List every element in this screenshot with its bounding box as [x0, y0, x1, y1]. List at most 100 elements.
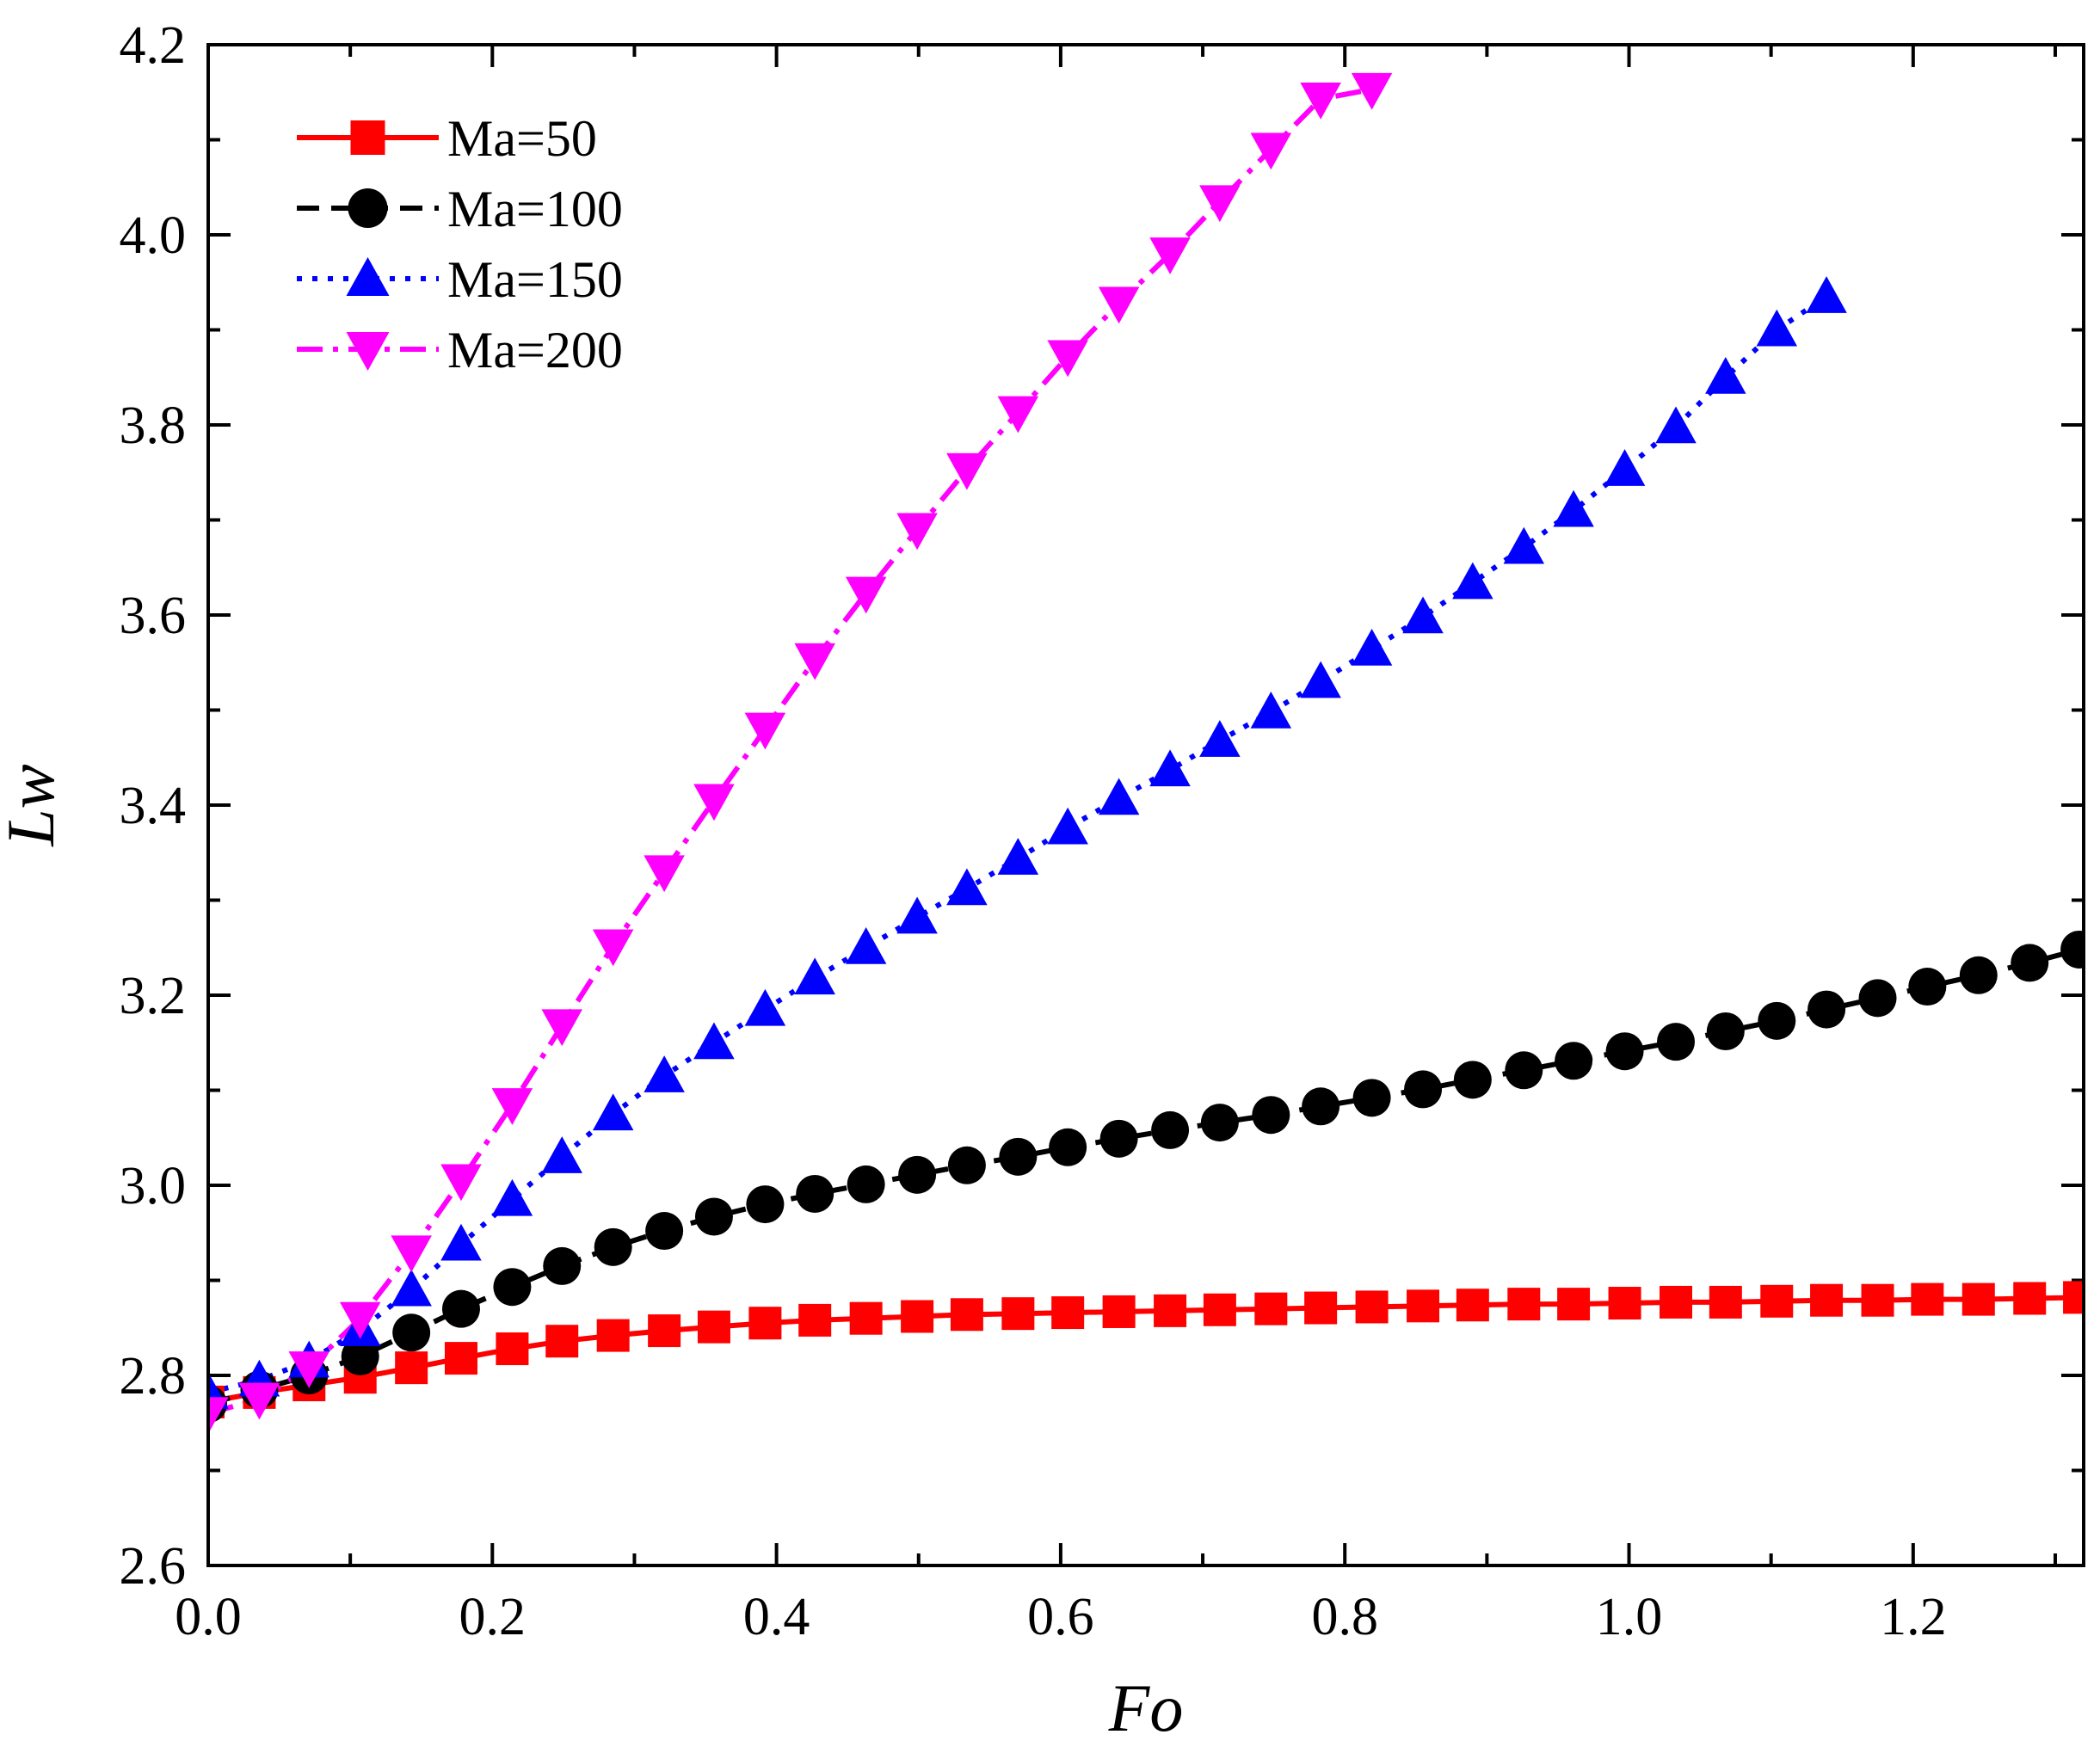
- y-tick-label: 3.2: [120, 967, 187, 1025]
- legend-marker-ma-150: [346, 257, 390, 296]
- data-point-ma-150: [391, 1269, 432, 1307]
- data-point-ma-100: [1453, 1061, 1492, 1099]
- data-point-ma-50: [1861, 1283, 1894, 1317]
- data-point-ma-100: [392, 1313, 431, 1352]
- data-point-ma-150: [896, 896, 938, 934]
- data-point-ma-50: [1051, 1296, 1085, 1330]
- data-point-ma-200: [288, 1351, 330, 1388]
- data-point-ma-100: [2011, 944, 2049, 982]
- data-point-ma-100: [1959, 956, 1998, 994]
- x-tick-label: 1.0: [1596, 1588, 1663, 1646]
- x-tick-label: 0.6: [1027, 1588, 1094, 1646]
- data-point-ma-50: [2063, 1281, 2084, 1314]
- data-point-ma-150: [1199, 720, 1241, 757]
- legend-label-ma-200: Ma=200: [447, 322, 623, 378]
- data-point-ma-200: [592, 929, 634, 967]
- data-point-ma-100: [1908, 968, 1947, 1006]
- data-point-ma-50: [1456, 1289, 1489, 1322]
- data-point-ma-150: [1604, 449, 1646, 486]
- legend-label-ma-50: Ma=50: [447, 110, 597, 167]
- x-tick-label: 0.0: [175, 1588, 242, 1646]
- data-point-ma-100: [441, 1289, 480, 1328]
- data-point-ma-50: [596, 1319, 630, 1352]
- data-point-ma-100: [1302, 1087, 1340, 1126]
- data-point-ma-200: [491, 1088, 533, 1125]
- data-point-ma-100: [1858, 979, 1897, 1018]
- series-line-ma-100: [207, 947, 2080, 1407]
- data-point-ma-50: [1254, 1292, 1288, 1326]
- data-point-ma-200: [1300, 82, 1341, 120]
- data-point-ma-150: [1655, 406, 1697, 444]
- data-point-ma-100: [999, 1137, 1038, 1176]
- legend-marker-ma-100: [348, 188, 388, 228]
- data-point-ma-150: [1503, 526, 1545, 564]
- legend-label-ma-100: Ma=100: [447, 181, 623, 237]
- data-point-ma-150: [1806, 276, 1847, 313]
- data-point-ma-100: [1555, 1042, 1593, 1080]
- data-point-ma-150: [440, 1223, 482, 1261]
- data-point-ma-150: [1402, 596, 1444, 634]
- data-point-ma-200: [339, 1301, 381, 1339]
- data-point-ma-200: [946, 452, 988, 490]
- data-point-ma-100: [493, 1268, 532, 1307]
- data-point-ma-50: [748, 1307, 782, 1340]
- data-point-ma-100: [847, 1165, 885, 1203]
- data-point-ma-50: [798, 1303, 832, 1337]
- data-point-ma-100: [341, 1337, 379, 1375]
- data-point-ma-50: [545, 1325, 579, 1358]
- data-point-ma-50: [1355, 1290, 1389, 1324]
- series-markers: [208, 72, 2084, 1434]
- data-point-ma-200: [1047, 340, 1088, 378]
- data-point-ma-100: [1252, 1096, 1290, 1135]
- data-point-ma-150: [845, 927, 887, 964]
- y-tick-label: 3.6: [120, 587, 187, 645]
- data-point-ma-200: [845, 576, 887, 614]
- x-tick-label: 0.4: [743, 1588, 810, 1646]
- data-point-ma-50: [1810, 1283, 1844, 1317]
- data-point-ma-100: [796, 1174, 834, 1213]
- y-tick-label: 4.0: [120, 206, 187, 265]
- data-point-ma-100: [1049, 1128, 1087, 1166]
- data-point-ma-50: [1911, 1282, 1944, 1316]
- legend-marker-ma-200: [346, 332, 390, 371]
- data-point-ma-200: [896, 513, 938, 551]
- data-point-ma-50: [1608, 1287, 1641, 1320]
- data-point-ma-200: [1199, 185, 1241, 223]
- data-point-ma-50: [697, 1310, 730, 1344]
- data-point-ma-50: [1961, 1282, 1995, 1316]
- data-point-ma-100: [645, 1212, 684, 1251]
- data-point-ma-50: [1001, 1297, 1035, 1331]
- data-point-ma-150: [1047, 807, 1088, 845]
- data-point-ma-50: [1304, 1291, 1338, 1325]
- data-point-ma-150: [946, 868, 988, 906]
- data-point-ma-100: [694, 1197, 733, 1236]
- data-point-ma-50: [496, 1332, 529, 1366]
- data-point-ma-100: [1657, 1023, 1696, 1061]
- legend-label-ma-150: Ma=150: [447, 251, 623, 308]
- data-point-ma-200: [238, 1382, 280, 1420]
- data-point-ma-100: [1807, 990, 1846, 1029]
- data-point-ma-150: [693, 1022, 735, 1060]
- axes: 0.0 0.2 0.4 0.6 0.8 1.0 1.2 2.6 2.8 3.0 3.2 3.4 3.6 3…: [120, 16, 2084, 1646]
- data-point-ma-200: [794, 643, 835, 680]
- data-point-ma-50: [1507, 1288, 1541, 1321]
- data-point-ma-200: [744, 712, 786, 750]
- data-point-ma-100: [1099, 1119, 1138, 1158]
- data-point-ma-50: [1557, 1288, 1591, 1321]
- data-point-ma-150: [541, 1136, 582, 1173]
- data-point-ma-100: [1605, 1032, 1644, 1071]
- data-point-ma-200: [440, 1164, 482, 1202]
- data-point-ma-150: [491, 1178, 533, 1216]
- x-tick-label: 1.2: [1880, 1588, 1947, 1646]
- data-point-ma-150: [1705, 357, 1746, 394]
- data-point-ma-100: [746, 1185, 785, 1224]
- data-point-ma-200: [1351, 72, 1393, 110]
- data-point-ma-150: [1250, 691, 1292, 729]
- y-axis-title: Lw: [0, 764, 68, 846]
- y-tick-label: 2.8: [120, 1347, 187, 1405]
- data-point-ma-150: [997, 838, 1039, 875]
- plot-frame: [206, 43, 2085, 1567]
- data-point-ma-200: [644, 855, 685, 893]
- data-point-ma-50: [901, 1300, 934, 1333]
- legend-marker-ma-50: [350, 120, 385, 155]
